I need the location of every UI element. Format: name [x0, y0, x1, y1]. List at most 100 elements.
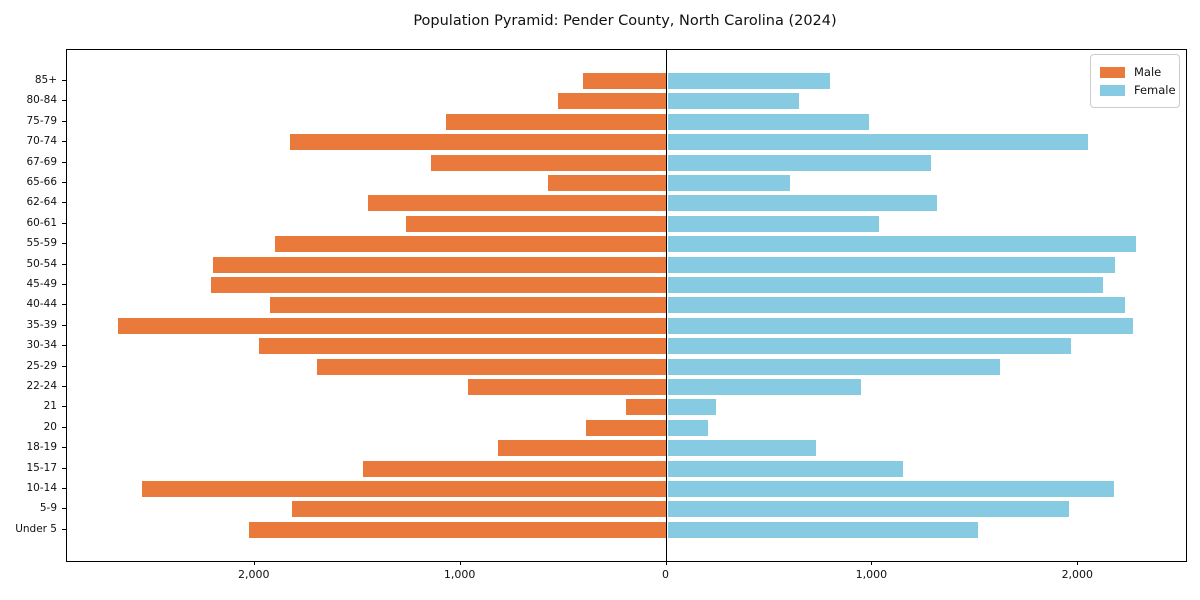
y-tick-label: 50-54 [26, 257, 57, 270]
bar-female-45-49 [667, 277, 1103, 293]
y-tick-label: 60-61 [26, 216, 57, 229]
bar-male-70-74 [289, 134, 667, 151]
y-tick-label: 35-39 [26, 318, 57, 331]
legend: Male Female [1090, 54, 1180, 108]
y-tick-label: 40-44 [26, 298, 57, 311]
y-tick-mark [62, 508, 66, 510]
bar-female-40-44 [667, 297, 1125, 314]
bar-male-21 [626, 399, 667, 416]
chart-title: Population Pyramid: Pender County, North… [413, 13, 837, 29]
bar-male-50-54 [212, 256, 667, 273]
zero-axis-line [666, 50, 668, 561]
bar-male-75-79 [446, 113, 667, 130]
bar-female-5-9 [667, 501, 1069, 518]
y-tick-mark [62, 406, 66, 408]
bar-male-18-19 [497, 440, 667, 457]
y-tick-mark [62, 488, 66, 489]
bar-male-Under 5 [248, 521, 667, 538]
bar-female-55-59 [667, 236, 1136, 253]
bar-female-75-79 [667, 113, 870, 130]
y-tick-mark [62, 528, 66, 530]
bar-female-15-17 [667, 460, 904, 477]
y-tick-mark [62, 222, 66, 224]
y-tick-label: 55-59 [26, 237, 57, 250]
bar-female-25-29 [667, 358, 1001, 375]
bar-female-70-74 [667, 134, 1088, 151]
female-color-swatch [1100, 84, 1125, 96]
bar-female-60-61 [667, 215, 879, 232]
y-tick-label: 5-9 [39, 502, 57, 515]
bar-male-55-59 [275, 236, 667, 253]
y-tick-mark [62, 182, 66, 183]
bar-female-21 [667, 399, 716, 416]
x-tick-label: 1,000 [855, 568, 888, 581]
bar-male-85+ [583, 73, 667, 89]
x-tick-mark [1077, 561, 1079, 565]
y-tick-mark [62, 365, 66, 367]
y-tick-label: 67-69 [26, 155, 57, 168]
x-tick-label: 2,000 [1061, 568, 1094, 581]
bar-female-85+ [667, 73, 831, 89]
y-tick-label: 65-66 [26, 176, 57, 188]
plot-area [66, 49, 1187, 562]
bar-male-15-17 [362, 460, 667, 477]
y-tick-label: 70-74 [26, 135, 57, 148]
bar-male-65-66 [548, 175, 667, 191]
legend-female-label: Female [1134, 83, 1176, 97]
y-tick-mark [62, 447, 66, 449]
y-tick-label: 18-19 [26, 441, 57, 454]
bar-male-45-49 [210, 277, 667, 293]
bar-male-25-29 [316, 358, 667, 375]
bar-female-30-34 [667, 338, 1072, 355]
y-tick-mark [62, 243, 66, 245]
bar-male-80-84 [558, 93, 667, 110]
legend-item-female: Female [1100, 82, 1176, 98]
bar-female-18-19 [667, 440, 816, 457]
bar-female-Under 5 [667, 521, 979, 538]
x-tick-label: 2,000 [238, 568, 270, 581]
bar-female-50-54 [667, 256, 1116, 273]
legend-item-male: Male [1100, 64, 1170, 80]
y-tick-label: 85+ [34, 74, 57, 86]
y-tick-label: 15-17 [26, 461, 57, 474]
bar-male-62-64 [368, 195, 667, 212]
bar-male-20 [586, 419, 667, 436]
y-tick-label: 80-84 [26, 94, 57, 107]
y-tick-label: 75-79 [26, 114, 57, 127]
x-tick-label: 0 [662, 568, 670, 581]
bar-male-22-24 [467, 379, 667, 395]
y-tick-mark [62, 324, 66, 326]
bar-male-30-34 [258, 338, 667, 355]
bar-male-10-14 [141, 481, 667, 497]
bar-female-22-24 [667, 379, 862, 395]
bar-female-67-69 [667, 154, 932, 171]
y-tick-mark [62, 284, 66, 285]
y-tick-mark [62, 426, 66, 428]
y-tick-mark [62, 100, 66, 102]
y-tick-mark [62, 161, 66, 163]
male-color-swatch [1100, 66, 1125, 78]
y-tick-mark [62, 467, 66, 469]
bar-male-35-39 [117, 317, 667, 334]
bar-female-35-39 [667, 317, 1133, 334]
y-tick-mark [62, 263, 66, 265]
bar-male-5-9 [291, 501, 667, 518]
legend-male-label: Male [1134, 65, 1162, 79]
y-tick-mark [62, 345, 66, 347]
bar-female-80-84 [667, 93, 800, 110]
bar-female-65-66 [667, 175, 791, 191]
y-tick-label: 22-24 [26, 380, 57, 392]
y-tick-mark [62, 202, 66, 204]
y-tick-label: 21 [43, 400, 57, 413]
bar-female-20 [667, 419, 708, 436]
x-tick-mark [665, 561, 667, 565]
y-tick-label: 45-49 [26, 278, 57, 290]
x-tick-label: 1,000 [443, 568, 476, 581]
bar-male-60-61 [406, 215, 667, 232]
y-tick-label: 25-29 [26, 359, 57, 372]
y-tick-mark [62, 80, 66, 81]
y-tick-label: 20 [43, 420, 57, 433]
bar-female-10-14 [667, 481, 1115, 497]
y-tick-label: 62-64 [26, 196, 57, 209]
y-tick-label: 30-34 [26, 339, 57, 352]
